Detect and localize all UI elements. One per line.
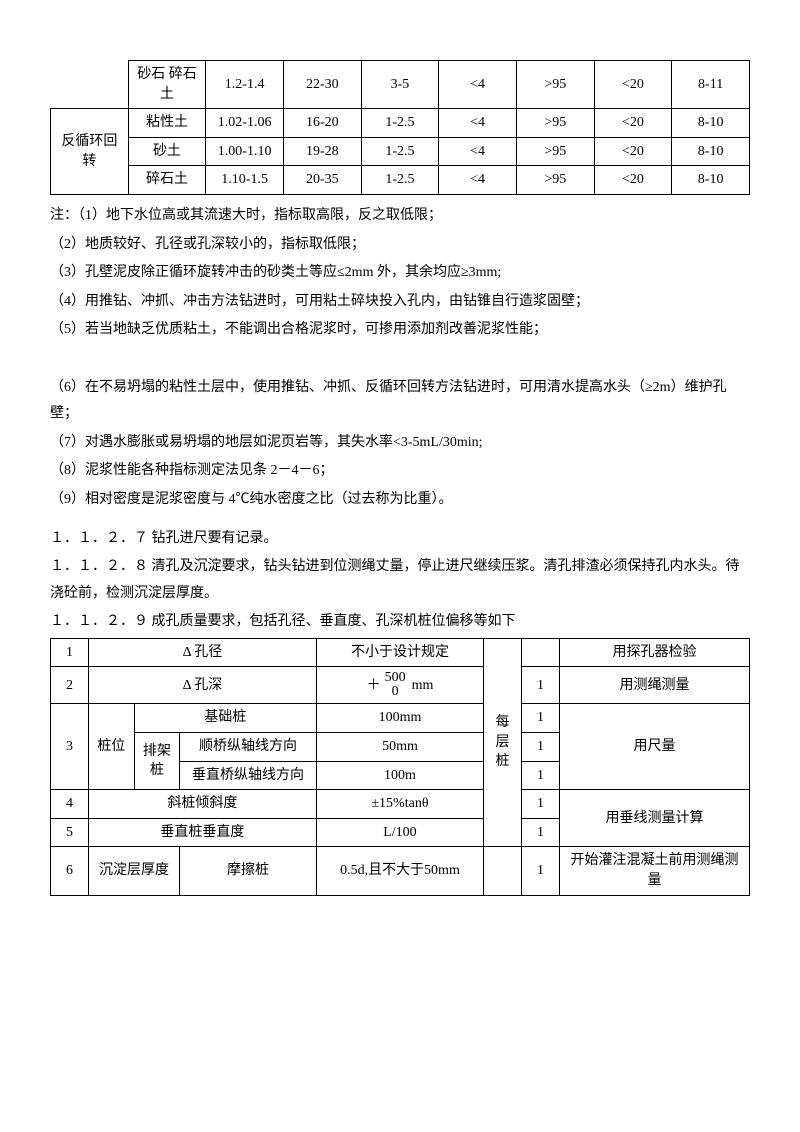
t1-c4: 16-20	[283, 109, 361, 138]
t2-name: Δ 孔径	[88, 638, 316, 667]
t2-method: 用垂线测量计算	[559, 790, 749, 847]
t1-c6: <4	[439, 61, 517, 109]
t2-r3-b1: 顺桥纵轴线方向	[180, 733, 317, 762]
t2-r3-method: 用尺量	[559, 704, 749, 790]
t1-c9: 8-10	[672, 109, 750, 138]
t2-val: ＋5000mm	[316, 667, 483, 704]
t2-qty: 1	[522, 667, 560, 704]
t1-c3: 1.10-1.5	[206, 166, 284, 195]
t1-c8: <20	[594, 109, 672, 138]
t1-soil: 砂石 碎石土	[128, 61, 206, 109]
t2-method: 开始灌注混凝土前用测绳测量	[559, 847, 749, 895]
t1-c7: >95	[516, 137, 594, 166]
t1-soil: 砂土	[128, 137, 206, 166]
t2-val-unit: mm	[412, 676, 434, 696]
t2-group-mid-ext	[484, 847, 522, 895]
t2-name: Δ 孔深	[88, 667, 316, 704]
t1-group: 反循环回转	[51, 109, 129, 195]
t2-name-b: 摩擦桩	[180, 847, 317, 895]
t1-c3: 1.02-1.06	[206, 109, 284, 138]
hole-quality-table: 1 Δ 孔径 不小于设计规定 每层桩 用探孔器检验 2 Δ 孔深 ＋5000mm…	[50, 638, 750, 896]
section-1128: １．１．２．８ 清孔及沉淀要求，钻头钻进到位测绳丈量，停止进尺继续压浆。清孔排渣…	[50, 554, 750, 607]
t2-val: L/100	[316, 818, 483, 847]
t1-c7: >95	[516, 166, 594, 195]
t2-no: 6	[51, 847, 89, 895]
t1-c7: >95	[516, 61, 594, 109]
note-3: （3）孔壁泥皮除正循环旋转冲击的砂类土等应≤2mm 外，其余均应≥3mm;	[50, 260, 750, 287]
t2-qty: 1	[522, 847, 560, 895]
t2-val: 0.5d,且不大于50mm	[316, 847, 483, 895]
t2-no: 2	[51, 667, 89, 704]
t1-c7: >95	[516, 109, 594, 138]
t1-c5: 1-2.5	[361, 166, 439, 195]
notes-header: 注：	[50, 208, 78, 223]
note-2: （2）地质较好、孔径或孔深较小的，指标取低限；	[50, 232, 750, 259]
t1-c4: 19-28	[283, 137, 361, 166]
t2-val: 不小于设计规定	[316, 638, 483, 667]
t2-qty: 1	[522, 790, 560, 819]
t1-c6: <4	[439, 137, 517, 166]
t2-no: 4	[51, 790, 89, 819]
t2-r3-b1-val: 50mm	[316, 733, 483, 762]
t2-val: ±15%tanθ	[316, 790, 483, 819]
t2-r3-b2-val: 100m	[316, 761, 483, 790]
t2-r3-bleft: 排架桩	[134, 733, 180, 790]
t2-val-bot: 0	[385, 685, 406, 699]
t2-r3-b1-qty: 1	[522, 733, 560, 762]
t2-r3-b2: 垂直桥纵轴线方向	[180, 761, 317, 790]
t2-qty	[522, 638, 560, 667]
t1-c6: <4	[439, 109, 517, 138]
t2-r3-left: 桩位	[88, 704, 134, 790]
t2-name-a: 沉淀层厚度	[88, 847, 179, 895]
t2-name: 垂直桩垂直度	[88, 818, 316, 847]
t2-r3-a-val: 100mm	[316, 704, 483, 733]
t1-c4: 20-35	[283, 166, 361, 195]
note-9: （9）相对密度是泥浆密度与 4℃纯水密度之比（过去称为比重）。	[50, 487, 750, 514]
t2-method: 用探孔器检验	[559, 638, 749, 667]
t1-c6: <4	[439, 166, 517, 195]
t2-r3-a: 基础桩	[134, 704, 316, 733]
notes-block: 注：（1）地下水位高或其流速大时，指标取高限，反之取低限； （2）地质较好、孔径…	[50, 203, 750, 514]
t1-c9: 8-10	[672, 166, 750, 195]
note-7: （7）对遇水膨胀或易坍塌的地层如泥页岩等，其失水率<3-5mL/30min;	[50, 430, 750, 457]
t1-c8: <20	[594, 137, 672, 166]
note-5: （5）若当地缺乏优质粘土，不能调出合格泥浆时，可掺用添加剂改善泥浆性能；	[50, 317, 750, 344]
t1-c5: 1-2.5	[361, 109, 439, 138]
t1-c3: 1.2-1.4	[206, 61, 284, 109]
t2-no: 1	[51, 638, 89, 667]
section-1129: １．１．２．９ 成孔质量要求，包括孔径、垂直度、孔深机桩位偏移等如下	[50, 609, 750, 636]
t2-group-mid: 每层桩	[484, 638, 522, 847]
t2-method: 用测绳测量	[559, 667, 749, 704]
t2-name: 斜桩倾斜度	[88, 790, 316, 819]
t1-c5: 1-2.5	[361, 137, 439, 166]
t2-r3-b2-qty: 1	[522, 761, 560, 790]
t1-soil: 粘性土	[128, 109, 206, 138]
t1-c8: <20	[594, 61, 672, 109]
t1-c8: <20	[594, 166, 672, 195]
t1-c5: 3-5	[361, 61, 439, 109]
t1-c4: 22-30	[283, 61, 361, 109]
t2-val-top: 500	[385, 671, 406, 685]
t2-no: 3	[51, 704, 89, 790]
note-6: （6）在不易坍塌的粘性土层中，使用推钻、冲抓、反循环回转方法钻进时，可用清水提高…	[50, 375, 750, 428]
section-1127: １．１．２．７ 钻孔进尺要有记录。	[50, 526, 750, 553]
note-8: （8）泥浆性能各种指标测定法见条 2－4－6；	[50, 458, 750, 485]
t2-no: 5	[51, 818, 89, 847]
t1-c9: 8-11	[672, 61, 750, 109]
t1-c3: 1.00-1.10	[206, 137, 284, 166]
t1-soil: 碎石土	[128, 166, 206, 195]
t1-c9: 8-10	[672, 137, 750, 166]
section-block: １．１．２．７ 钻孔进尺要有记录。 １．１．２．８ 清孔及沉淀要求，钻头钻进到位…	[50, 526, 750, 636]
note-1: （1）地下水位高或其流速大时，指标取高限，反之取低限；	[78, 208, 442, 223]
t2-qty: 1	[522, 818, 560, 847]
t2-r3-a-qty: 1	[522, 704, 560, 733]
slurry-parameters-table: 砂石 碎石土 1.2-1.4 22-30 3-5 <4 >95 <20 8-11…	[50, 60, 750, 195]
t1-group-empty	[51, 61, 129, 109]
note-4: （4）用推钻、冲抓、冲击方法钻进时，可用粘土碎块投入孔内，由钻锥自行造浆固壁；	[50, 289, 750, 316]
